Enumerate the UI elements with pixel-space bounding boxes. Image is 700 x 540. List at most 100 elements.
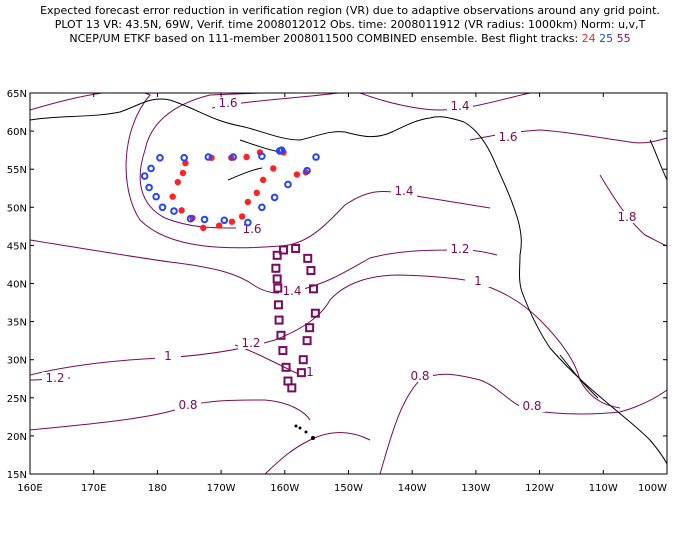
contour-label-bg	[519, 400, 545, 412]
contour-label: 1.2	[45, 371, 64, 385]
track-55-point	[308, 284, 318, 294]
contour-label-bg	[175, 399, 201, 411]
track-24-point	[200, 224, 207, 232]
contour-1-8	[599, 174, 667, 247]
title-line-3-text: NCEP/UM ETKF based on 111-member 2008011…	[69, 32, 582, 45]
track-55-point	[291, 243, 301, 253]
track-55-point	[306, 266, 316, 276]
track-55-point	[278, 346, 288, 356]
contour-label: 1.4	[450, 99, 469, 113]
contour-label: 0.8	[178, 398, 197, 412]
lon-label: 180	[148, 483, 167, 494]
baja	[559, 354, 599, 399]
hawaii-island-4	[311, 436, 315, 440]
contour-label-bg	[447, 100, 473, 112]
contour-label-bg	[42, 372, 68, 384]
track-55-point	[283, 376, 293, 386]
lat-label: 20N	[7, 432, 27, 443]
contour-1-4-top	[359, 93, 531, 111]
title-line-3: NCEP/UM ETKF based on 111-member 2008011…	[0, 32, 700, 46]
track-55-point	[298, 355, 308, 365]
contour-label: 1.2	[450, 242, 469, 256]
track-24-point	[238, 213, 246, 220]
contour-label-bg	[215, 97, 241, 109]
contour-label-bg	[279, 285, 305, 297]
contour-label: 1	[474, 274, 482, 288]
track-25-point	[140, 172, 149, 180]
contour-label: 1.6	[218, 96, 237, 110]
lat-label: 65N	[7, 89, 27, 100]
lon-label: 120W	[525, 483, 554, 494]
contour-0-8-c	[264, 432, 371, 474]
lon-label: 160W	[270, 483, 299, 494]
map-frame	[29, 92, 668, 475]
track-25-point	[180, 153, 188, 162]
track-24-point	[174, 178, 181, 186]
contour-label: 0.8	[522, 399, 541, 413]
track-25-point	[258, 203, 266, 212]
lat-label: 30N	[7, 356, 27, 367]
contour-label-bg	[239, 223, 265, 235]
track-25-point	[200, 215, 209, 224]
title-line-2: PLOT 13 VR: 43.5N, 69W, Verif. time 2008…	[54, 18, 646, 31]
lon-label: 170E	[81, 483, 106, 494]
track-25-point	[147, 164, 155, 173]
track-55-point	[272, 250, 282, 260]
track-25-point	[170, 207, 178, 215]
track-55-label: 55	[616, 32, 631, 45]
track-55-point	[276, 330, 286, 340]
track-25-label: 25	[599, 32, 614, 45]
contour-label: 1.4	[282, 284, 301, 298]
lon-label: 160E	[17, 483, 42, 494]
alaska-coast	[30, 98, 465, 141]
contour-label: 1	[164, 349, 172, 363]
contour-0-8-b	[379, 373, 667, 474]
track-25-point	[244, 218, 252, 227]
hawaii-island-2	[298, 426, 302, 430]
contour-label: 1	[306, 365, 314, 379]
axis-labels: 65N 60N 55N 50N 45N 40N 35N 30N 25N 20N 15N 160E 170…	[7, 89, 667, 494]
track-55-point	[272, 274, 282, 284]
track-24-point	[215, 222, 223, 229]
axis-ticks	[29, 92, 668, 475]
track-24-point	[179, 169, 187, 177]
contour-1	[30, 274, 481, 376]
track-25-point	[229, 153, 238, 161]
track-24-point	[169, 193, 176, 200]
lat-label: 40N	[7, 280, 27, 291]
title-line-1: Expected forecast error reduction in ver…	[40, 4, 660, 17]
track-55-point	[303, 253, 313, 263]
track-55-point	[310, 308, 320, 318]
track-24-point	[243, 153, 250, 161]
contour-label-bg	[614, 211, 640, 223]
lon-label: 130W	[461, 483, 490, 494]
track-55-point	[274, 315, 284, 325]
flight-tracks	[140, 146, 320, 393]
lat-label: 45N	[7, 241, 27, 252]
contour-1-2	[30, 239, 498, 294]
track-24-point	[244, 198, 252, 206]
track-24-point	[178, 207, 185, 214]
track-24-label: 24	[581, 32, 596, 45]
lon-label: 110W	[589, 483, 618, 494]
contour-lines	[30, 93, 667, 474]
lat-label: 25N	[7, 394, 27, 405]
track-25-point	[303, 166, 311, 175]
lon-label: 170W	[207, 483, 236, 494]
track-25-point	[156, 153, 164, 162]
track-25-point	[312, 153, 320, 161]
greenland-edge	[649, 139, 667, 181]
track-25-point	[275, 147, 284, 155]
lon-label: 140W	[398, 483, 427, 494]
contour-label: 0.8	[410, 369, 429, 383]
track-25-point	[152, 192, 160, 201]
track-55-point	[296, 368, 306, 378]
lat-label: 55N	[7, 165, 27, 176]
contour-label-bg	[465, 275, 491, 287]
track-25-point	[270, 193, 279, 202]
hawaii-islands	[294, 424, 315, 440]
track-55-point	[271, 263, 281, 273]
contour-label: 1.8	[617, 210, 636, 224]
contour-1-east	[469, 279, 621, 409]
